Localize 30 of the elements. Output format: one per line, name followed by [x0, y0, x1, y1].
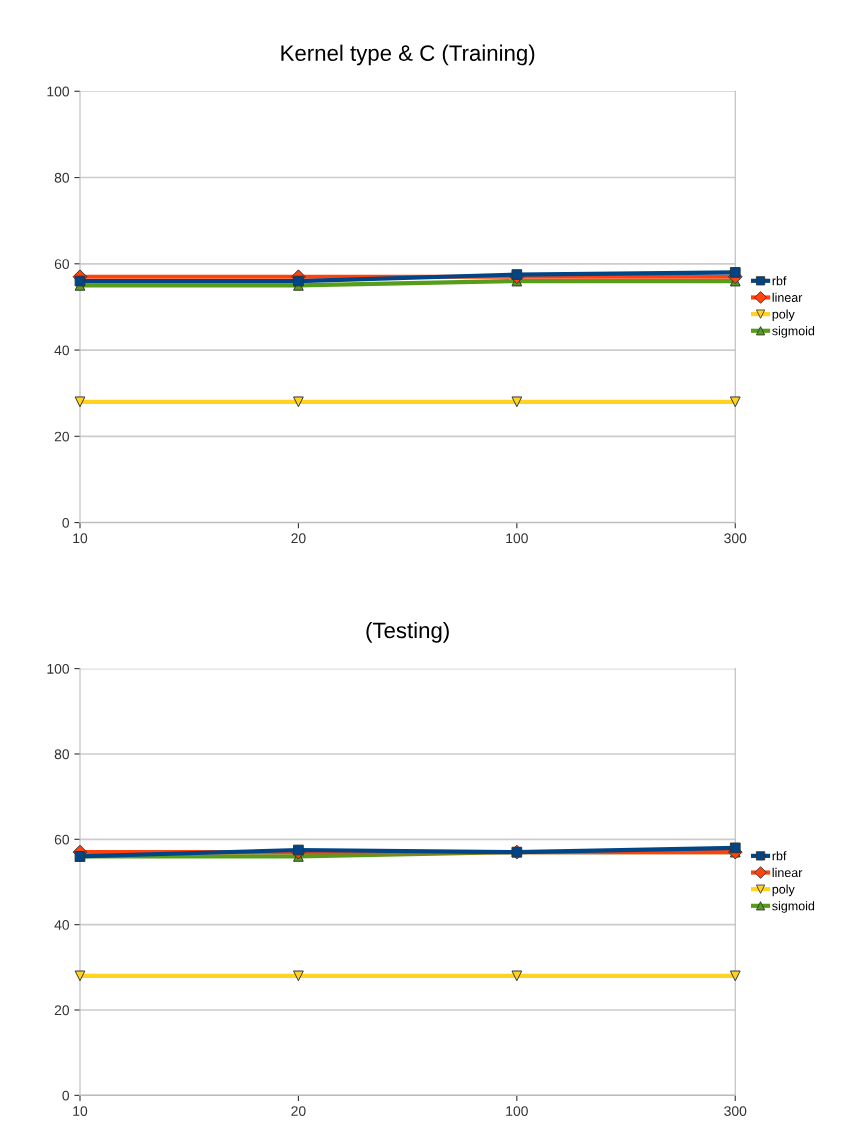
- y-tick-label: 20: [54, 431, 70, 442]
- y-tick-label: 0: [62, 517, 70, 528]
- x-tick-label: 10: [73, 533, 88, 544]
- legend-label: rbf: [772, 851, 787, 861]
- y-tick-label: 100: [47, 663, 70, 674]
- y-tick-label: 20: [54, 1005, 70, 1016]
- y-tick-label: 100: [47, 86, 70, 97]
- legend-label: linear: [772, 867, 803, 878]
- x-tick-label: 100: [506, 1106, 528, 1116]
- y-tick-label: 60: [54, 834, 70, 845]
- legend-label: sigmoid: [772, 326, 815, 338]
- legend-label: poly: [772, 309, 795, 322]
- x-tick-label: 20: [291, 1106, 306, 1116]
- x-tick-label: 20: [291, 533, 306, 544]
- x-tick-label: 300: [724, 1106, 747, 1116]
- chart-title: Kernel type & C (Training): [281, 44, 535, 66]
- x-tick-label: 300: [724, 533, 747, 544]
- y-tick-label: 60: [54, 259, 70, 269]
- y-tick-label: 40: [54, 345, 70, 356]
- y-tick-label: 80: [54, 749, 70, 760]
- y-tick-label: 0: [62, 1090, 70, 1101]
- chart-title: (Testing): [366, 621, 449, 643]
- legend-label: poly: [772, 884, 795, 897]
- legend-label: linear: [772, 292, 803, 302]
- x-tick-label: 100: [506, 533, 528, 544]
- legend-label: sigmoid: [772, 901, 815, 913]
- y-tick-label: 40: [54, 920, 70, 930]
- y-tick-label: 80: [54, 172, 70, 183]
- x-tick-label: 10: [73, 1106, 88, 1116]
- legend-label: rbf: [772, 276, 787, 286]
